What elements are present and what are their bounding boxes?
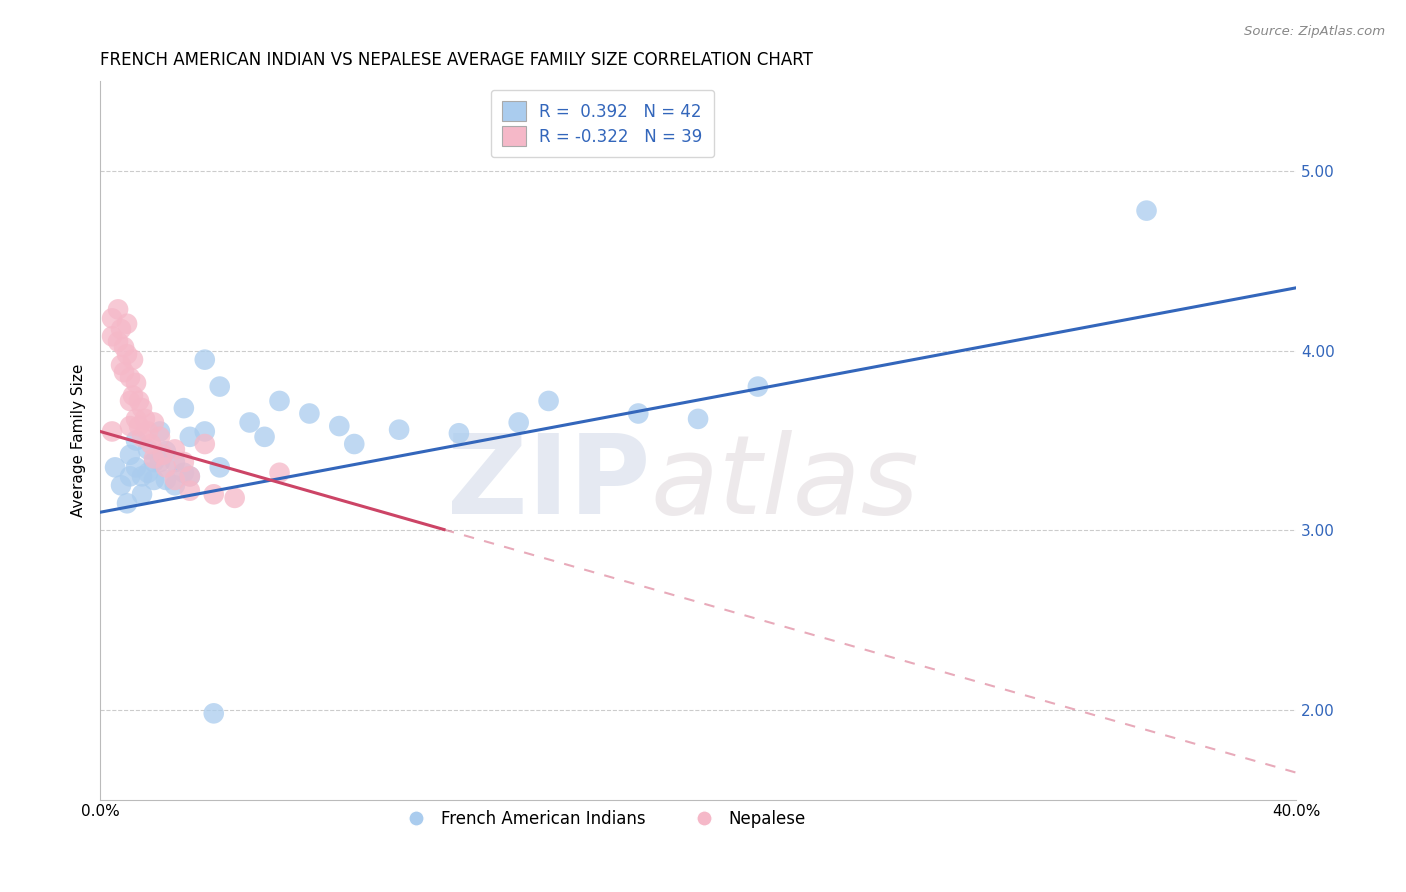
- Point: [194, 425, 217, 439]
- Point: [110, 358, 132, 372]
- Point: [142, 473, 165, 487]
- Point: [125, 376, 148, 390]
- Point: [118, 370, 141, 384]
- Point: [136, 442, 159, 457]
- Point: [149, 425, 172, 439]
- Point: [115, 496, 138, 510]
- Point: [128, 419, 150, 434]
- Point: [125, 460, 148, 475]
- Point: [224, 491, 246, 505]
- Point: [163, 473, 186, 487]
- Point: [627, 407, 650, 421]
- Point: [101, 329, 124, 343]
- Point: [128, 393, 150, 408]
- Point: [118, 393, 141, 408]
- Point: [179, 430, 201, 444]
- Point: [101, 311, 124, 326]
- Point: [155, 473, 177, 487]
- Point: [131, 487, 153, 501]
- Point: [149, 455, 172, 469]
- Text: Source: ZipAtlas.com: Source: ZipAtlas.com: [1244, 25, 1385, 38]
- Text: FRENCH AMERICAN INDIAN VS NEPALESE AVERAGE FAMILY SIZE CORRELATION CHART: FRENCH AMERICAN INDIAN VS NEPALESE AVERA…: [100, 51, 813, 69]
- Point: [173, 466, 195, 480]
- Point: [115, 317, 138, 331]
- Point: [208, 460, 231, 475]
- Point: [136, 425, 159, 439]
- Point: [239, 416, 262, 430]
- Point: [343, 437, 366, 451]
- Point: [131, 430, 153, 444]
- Point: [152, 448, 174, 462]
- Text: atlas: atlas: [650, 430, 920, 537]
- Point: [202, 706, 225, 721]
- Point: [269, 393, 291, 408]
- Point: [537, 393, 560, 408]
- Point: [179, 483, 201, 498]
- Point: [269, 466, 291, 480]
- Point: [142, 455, 165, 469]
- Point: [194, 352, 217, 367]
- Point: [131, 469, 153, 483]
- Point: [208, 379, 231, 393]
- Point: [149, 430, 172, 444]
- Point: [134, 412, 156, 426]
- Point: [125, 412, 148, 426]
- Point: [202, 487, 225, 501]
- Point: [112, 365, 135, 379]
- Point: [163, 478, 186, 492]
- Y-axis label: Average Family Size: Average Family Size: [72, 364, 86, 517]
- Point: [253, 430, 276, 444]
- Point: [107, 334, 129, 349]
- Point: [136, 466, 159, 480]
- Point: [101, 425, 124, 439]
- Point: [173, 401, 195, 416]
- Point: [122, 388, 145, 402]
- Point: [118, 469, 141, 483]
- Point: [142, 451, 165, 466]
- Point: [118, 419, 141, 434]
- Point: [508, 416, 530, 430]
- Point: [112, 340, 135, 354]
- Point: [142, 416, 165, 430]
- Point: [173, 455, 195, 469]
- Point: [110, 478, 132, 492]
- Point: [163, 442, 186, 457]
- Point: [328, 419, 350, 434]
- Point: [1135, 203, 1157, 218]
- Point: [179, 469, 201, 483]
- Point: [131, 401, 153, 416]
- Point: [155, 460, 177, 475]
- Point: [747, 379, 769, 393]
- Point: [104, 460, 127, 475]
- Point: [194, 437, 217, 451]
- Point: [107, 302, 129, 317]
- Point: [388, 423, 411, 437]
- Point: [298, 407, 321, 421]
- Point: [139, 437, 162, 451]
- Point: [155, 444, 177, 458]
- Point: [110, 322, 132, 336]
- Point: [122, 352, 145, 367]
- Point: [179, 469, 201, 483]
- Point: [447, 426, 470, 441]
- Text: ZIP: ZIP: [447, 430, 650, 537]
- Point: [686, 412, 709, 426]
- Legend: French American Indians, Nepalese: French American Indians, Nepalese: [392, 803, 813, 834]
- Point: [118, 448, 141, 462]
- Point: [125, 434, 148, 448]
- Point: [163, 455, 186, 469]
- Point: [115, 347, 138, 361]
